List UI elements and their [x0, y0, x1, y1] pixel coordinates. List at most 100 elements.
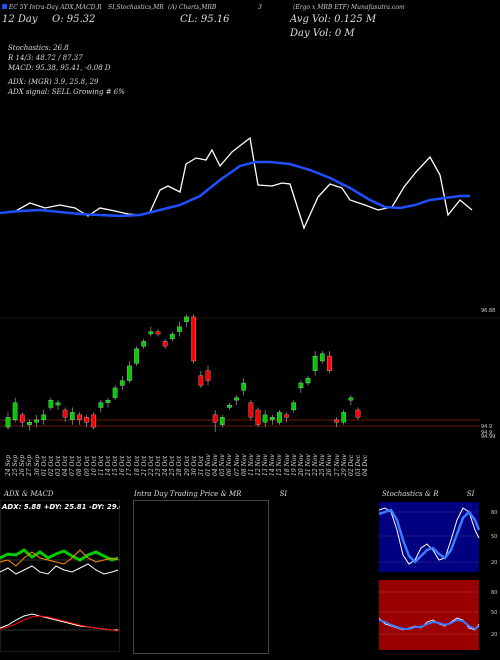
candle-body [141, 341, 147, 347]
candle-body [241, 382, 247, 391]
rsi-tick-label: 20 [491, 632, 497, 638]
avg-vol-label: Avg Vol: 0.125 M [290, 14, 377, 25]
x-tick-label: 19 Nov [290, 454, 298, 476]
adx-label: ADX: (MGR) 3.9, 25.8, 29 [8, 78, 99, 86]
stoch-tick-label: 20 [491, 560, 497, 566]
candle-body [277, 412, 282, 423]
candle-body [191, 316, 197, 362]
candle-body [119, 380, 125, 386]
candle-body [262, 414, 268, 423]
adx-macd-panel: ADX: 5.88 +DY: 25.81 -DY: 29.03 [0, 500, 120, 652]
candle-body [55, 402, 61, 406]
plus-di-line [0, 548, 119, 562]
x-tick-label: 07 Nov [233, 454, 241, 476]
candle-body [155, 331, 161, 335]
candle-body [291, 402, 297, 411]
candle-body [19, 414, 25, 423]
candle-body [105, 400, 111, 403]
stoch-k-line [379, 507, 480, 565]
candle-body [162, 341, 168, 347]
rsi-tick-label: 80 [491, 590, 497, 596]
header-line1-left: EC 5Y Intra-Day ADX,MACD,R [2, 4, 102, 11]
stoch-panel-bg [379, 502, 479, 572]
legend-swatch [2, 4, 7, 9]
candle-body [341, 412, 347, 423]
stoch-panel-title: Stochastics & R SI [382, 490, 474, 498]
x-tick-label: 02 Oct [47, 455, 55, 476]
open-label: O: 95.32 [52, 14, 96, 25]
mrb-title-text: Intra Day Trading Price & MR [134, 490, 242, 498]
candle-body [327, 355, 332, 371]
candle-body [284, 414, 289, 418]
x-tick-label: 27 Sep [26, 454, 34, 476]
x-tick-label: 08 Oct [76, 455, 84, 476]
x-tick-label: 03 Dec [355, 454, 362, 476]
candle-body [255, 409, 261, 425]
x-tick-label: 26 Nov [326, 454, 334, 476]
candle-body [298, 382, 304, 389]
x-tick-label: 01 Oct [40, 455, 48, 476]
minus-di-line [0, 549, 119, 567]
candle-body [312, 355, 318, 371]
x-tick-label: 29 Oct [183, 455, 191, 476]
x-tick-label: 11 Oct [97, 455, 105, 476]
mrb-panel [133, 500, 269, 654]
x-tick-label: 29 Nov [340, 454, 348, 476]
candle-body [34, 419, 39, 423]
candle-body [62, 409, 68, 418]
price-level-label: 96.88 [481, 308, 495, 314]
stoch-d-line [379, 508, 481, 564]
candle-body [127, 365, 132, 381]
r-label: R 14/3: 48.72 / 87.37 [8, 54, 83, 62]
adx-panel-title: ADX & MACD [4, 490, 54, 498]
adx-values-text: ADX: 5.88 +DY: 25.81 -DY: 29.03 [1, 503, 120, 511]
x-tick-label: 01 Nov [205, 454, 212, 476]
adx-line [0, 563, 119, 575]
candle-body [98, 402, 104, 408]
candle-body [84, 417, 89, 423]
x-tick-label: 23 Oct [155, 455, 162, 476]
candle-body [91, 414, 97, 428]
rsi-tick-label: 50 [491, 610, 497, 616]
x-tick-label: 12 Nov [255, 454, 262, 476]
x-tick-label: 03 Oct [55, 455, 62, 476]
candle-body [227, 404, 232, 408]
price-level-label: 94.9 [481, 430, 492, 436]
x-tick-label: 09 Oct [83, 455, 91, 476]
date-label: 12 Day [2, 14, 38, 25]
stoch-tick-label: 50 [491, 534, 497, 540]
x-tick-label: 22 Oct [147, 455, 155, 476]
day-vol-label: Day Vol: 0 M [290, 28, 355, 39]
x-tick-label: 02 Dec [347, 454, 355, 476]
candle-body [48, 400, 54, 408]
x-tick-label: 24 Sep [5, 454, 12, 476]
x-tick-label: 11 Nov [247, 454, 255, 476]
mrb-panel-title: Intra Day Trading Price & MR SI [134, 490, 287, 498]
candle-body [269, 417, 275, 420]
adx-panel-bg [0, 500, 120, 652]
x-tick-label: 30 Oct [190, 455, 198, 476]
candle-body [234, 397, 239, 401]
candle-body [112, 387, 118, 398]
stoch-title-text: Stochastics & R [382, 490, 439, 498]
x-tick-label: 31 Oct [197, 455, 205, 476]
x-tick-label: 15 Nov [276, 454, 284, 476]
stoch-label: Stochastics: 26.8 [8, 44, 69, 52]
candle-body [12, 402, 18, 420]
candle-body [305, 377, 311, 384]
price-level-label: 94.9 [481, 424, 492, 430]
candle-body [134, 348, 139, 364]
macd-label: MACD: 95.38, 95.41, -0.08 D [8, 64, 111, 72]
x-tick-label: 04 Dec [362, 454, 370, 476]
adx-signal-label: ADX signal: SELL Growing # 6% [8, 88, 125, 96]
x-tick-label: 21 Nov [305, 454, 312, 476]
candle-body [177, 326, 182, 332]
candle-body [348, 397, 354, 401]
candle-body [205, 370, 211, 381]
candle-body [69, 412, 75, 420]
mrsi-line [379, 618, 480, 631]
price-line [0, 136, 473, 230]
candle-body [169, 333, 175, 340]
header-line1-mid: SI,Stochastics,MR [108, 4, 164, 11]
